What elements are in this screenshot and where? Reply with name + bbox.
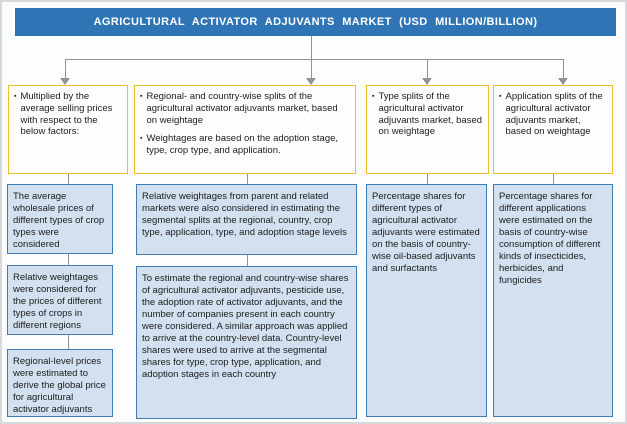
bullet-text: Multiplied by the average selling prices… [20,91,113,138]
bullet-text: Application splits of the agricultural a… [505,91,603,138]
method-box-regional-level-prices: Regional-level prices were estimated to … [7,349,113,417]
bullet-text: Weightages are based on the adoption sta… [146,133,339,157]
method-box-type-percentage-shares: Percentage shares for different types of… [366,184,487,417]
method-box-relative-weightages-prices: Relative weightages were considered for … [7,265,113,335]
method-text: Relative weightages from parent and rela… [142,191,347,238]
connector-col4-down [553,174,554,184]
bullet-square-icon: ▪ [14,93,17,100]
connector-stem-col3 [427,59,428,78]
bullet-square-icon: ▪ [499,93,502,100]
method-text: Percentage shares for different types of… [372,191,480,274]
connector-stem-col1 [65,59,66,78]
bullet-item: ▪ Regional- and country-wise splits of t… [140,91,350,126]
connector-col1-box2-box3 [68,335,69,349]
bullet-text: Type splits of the agricultural activato… [378,91,482,138]
criteria-box-application-splits: ▪ Application splits of the agricultural… [493,85,613,174]
arrow-down-icon [60,78,70,85]
connector-col2-down [247,174,248,184]
method-text: The average wholesale prices of differen… [13,191,105,250]
criteria-box-pricing: ▪ Multiplied by the average selling pric… [8,85,128,174]
method-box-wholesale-prices: The average wholesale prices of differen… [7,184,113,254]
method-text: Relative weightages were considered for … [13,272,102,331]
method-text: Regional-level prices were estimated to … [13,356,106,415]
method-box-parent-market-weightages: Relative weightages from parent and rela… [136,184,357,255]
bullet-item: ▪ Application splits of the agricultural… [499,91,607,138]
connector-col1-down [68,174,69,184]
connector-col3-down [427,174,428,184]
method-text: To estimate the regional and country-wis… [142,273,349,380]
criteria-box-regional-splits: ▪ Regional- and country-wise splits of t… [134,85,356,174]
connector-col1-box1-box2 [68,254,69,265]
arrow-down-icon [558,78,568,85]
diagram-title-bar: AGRICULTURAL ACTIVATOR ADJUVANTS MARKET … [15,8,616,36]
bullet-square-icon: ▪ [140,93,143,100]
bullet-text: Regional- and country-wise splits of the… [146,91,338,126]
method-box-country-wise-shares: To estimate the regional and country-wis… [136,266,357,419]
arrow-down-icon [422,78,432,85]
method-box-application-percentage-shares: Percentage shares for different applicat… [493,184,613,417]
connector-title-stem [311,36,312,78]
diagram-title: AGRICULTURAL ACTIVATOR ADJUVANTS MARKET … [93,16,538,28]
connector-col2-box1-box2 [247,255,248,266]
connector-stem-col4 [563,59,564,78]
bullet-item: ▪ Type splits of the agricultural activa… [372,91,483,138]
arrow-down-icon [306,78,316,85]
bullet-item: ▪ Multiplied by the average selling pric… [14,91,122,138]
bullet-square-icon: ▪ [140,135,143,143]
connector-branch-horizontal [65,59,564,60]
bullet-item: ▪ Weightages are based on the adoption s… [140,133,350,157]
criteria-box-type-splits: ▪ Type splits of the agricultural activa… [366,85,489,174]
method-text: Percentage shares for different applicat… [499,191,601,286]
bullet-square-icon: ▪ [372,93,375,100]
